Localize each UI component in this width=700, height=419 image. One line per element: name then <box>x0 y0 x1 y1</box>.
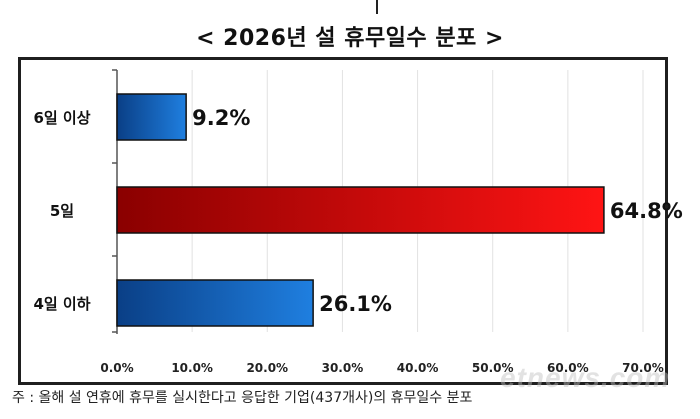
bar-0 <box>116 93 187 141</box>
x-tick-label: 20.0% <box>246 361 288 375</box>
x-tick-label: 10.0% <box>171 361 213 375</box>
bar-1 <box>116 186 605 234</box>
x-tick-label: 40.0% <box>397 361 439 375</box>
category-label: 4일 이하 <box>33 295 90 313</box>
watermark-logo: etnews.com <box>500 362 671 393</box>
category-label: 6일 이상 <box>33 109 90 127</box>
bar-2 <box>116 279 314 327</box>
category-label: 5일 <box>50 202 74 220</box>
value-label: 64.8% <box>610 199 683 223</box>
x-tick-label: 60.0% <box>547 361 589 375</box>
x-tick-label: 50.0% <box>472 361 514 375</box>
bars <box>116 93 605 327</box>
chart-frame <box>18 57 668 385</box>
value-label: 26.1% <box>319 292 392 316</box>
labels: 0.0% 10.0% 20.0% 30.0% 40.0% 50.0% 60.0% 70.0% 9… <box>33 106 682 375</box>
chart-title: < 2026년 설 휴무일수 분포 > <box>196 26 504 51</box>
footnote: 주 : 올해 설 연휴에 휴무를 실시한다고 응답한 기업(437개사)의 휴무… <box>12 390 473 406</box>
x-tick-label: 30.0% <box>322 361 364 375</box>
x-tick-label: 0.0% <box>100 361 133 375</box>
top-tick-mark <box>376 0 378 14</box>
x-tick-label: 70.0% <box>622 361 664 375</box>
value-label: 9.2% <box>192 106 250 130</box>
